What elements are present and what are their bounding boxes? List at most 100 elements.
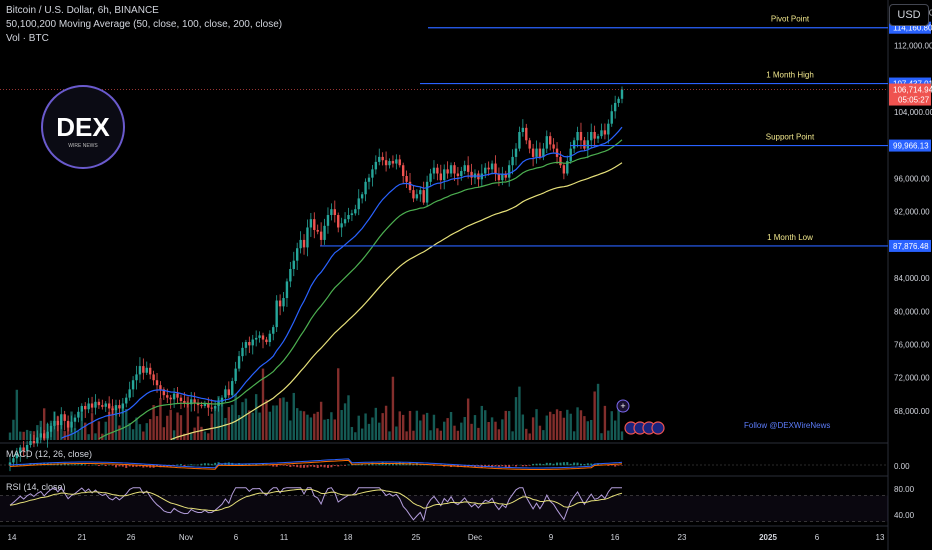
candle-body — [408, 181, 412, 191]
price-tick-label: 96,000.00 — [894, 174, 930, 183]
macd-bar — [562, 462, 565, 466]
candle-body — [572, 140, 576, 149]
macd-bar — [453, 465, 456, 466]
macd-bar — [367, 463, 370, 466]
macd-bar — [361, 463, 364, 466]
macd-bar — [234, 464, 237, 466]
volume-bar — [347, 395, 350, 440]
candle-body — [162, 389, 166, 396]
candle-body — [576, 132, 579, 141]
volume-bar — [278, 398, 282, 440]
volume-bar — [439, 430, 442, 440]
candle-body — [337, 215, 340, 228]
price-tick-label: 112,000.00 — [894, 42, 932, 51]
candle-body — [285, 281, 289, 299]
macd-bar — [333, 465, 336, 466]
volume-bar — [456, 430, 460, 440]
macd-bar — [91, 464, 94, 466]
macd-bar — [77, 464, 80, 466]
macd-bar — [299, 465, 302, 468]
candle-body — [545, 136, 548, 149]
volume-bar — [531, 417, 535, 440]
candle-body — [128, 389, 131, 398]
candle-body — [207, 403, 210, 408]
macd-bar — [22, 464, 25, 466]
last-price-tag — [889, 83, 931, 106]
macd-bar — [494, 465, 497, 467]
macd-bar — [388, 463, 391, 466]
candle-body — [176, 393, 179, 398]
macd-bar — [32, 463, 35, 466]
candle-body — [429, 173, 432, 182]
macd-bar — [128, 465, 131, 467]
volume-bar — [555, 409, 559, 440]
volume-bar — [425, 412, 429, 440]
volume-bar — [367, 423, 371, 440]
macd-bar — [272, 465, 275, 467]
volume-bar — [66, 422, 70, 440]
candle-body — [155, 380, 159, 386]
candle-body — [104, 403, 107, 407]
candle-body — [152, 374, 155, 381]
volume-bar — [350, 426, 354, 440]
candle-body — [80, 405, 83, 412]
volume-bar — [620, 431, 624, 440]
candle-body — [261, 335, 265, 340]
volume-bar — [39, 420, 42, 440]
macd-bar — [121, 465, 124, 467]
volume-bar — [422, 414, 425, 440]
candle-body — [32, 440, 36, 444]
volume-bar — [272, 405, 275, 440]
volume-bar — [114, 407, 118, 440]
volume-bar — [542, 430, 545, 440]
candle-body — [484, 167, 487, 174]
macd-bar — [203, 463, 206, 466]
candle-body — [237, 356, 241, 369]
volume-bar — [432, 414, 436, 440]
candle-body — [309, 219, 313, 228]
volume-bar — [200, 426, 203, 440]
follow-text: Follow @DEXWireNews — [744, 421, 830, 430]
candle-body — [415, 194, 419, 199]
macd-bar — [419, 464, 422, 466]
price-tick-label: 76,000.00 — [894, 341, 930, 350]
volume-bar — [388, 431, 391, 440]
candle-body — [135, 374, 138, 381]
macd-bar — [432, 465, 435, 466]
volume-bar — [138, 424, 142, 440]
volume-bar — [258, 412, 261, 440]
volume-bar — [384, 405, 388, 440]
time-tick-label: 25 — [412, 533, 421, 542]
countdown-label: 05:05:27 — [898, 96, 930, 105]
macd-bar — [354, 464, 357, 466]
candle-body — [15, 453, 19, 459]
volume-bar — [152, 405, 155, 440]
candle-body — [518, 132, 521, 149]
volume-bar — [395, 426, 398, 440]
candle-body — [590, 132, 593, 141]
volume-bar — [419, 420, 422, 440]
candle-body — [203, 403, 207, 406]
candle-body — [593, 132, 596, 139]
macd-bar — [525, 465, 528, 467]
logo-ring — [41, 85, 125, 169]
macd-bar — [255, 463, 258, 466]
volume-bar — [603, 405, 607, 440]
macd-bar — [323, 465, 326, 468]
candle-body — [419, 190, 422, 195]
time-tick-label: 16 — [611, 533, 620, 542]
currency-button[interactable]: USD — [889, 4, 929, 26]
volume-bar — [610, 411, 613, 440]
volume-bar — [463, 417, 466, 440]
volume-bar — [186, 396, 189, 440]
volume-bar — [480, 405, 484, 440]
candle-body — [600, 130, 603, 137]
volume-bar — [80, 412, 83, 440]
volume-bar — [473, 415, 477, 440]
volume-bar — [104, 421, 107, 440]
volume-bar — [289, 420, 292, 440]
candle-body — [487, 167, 490, 170]
volume-bar — [466, 398, 470, 440]
candle-body — [371, 169, 374, 178]
